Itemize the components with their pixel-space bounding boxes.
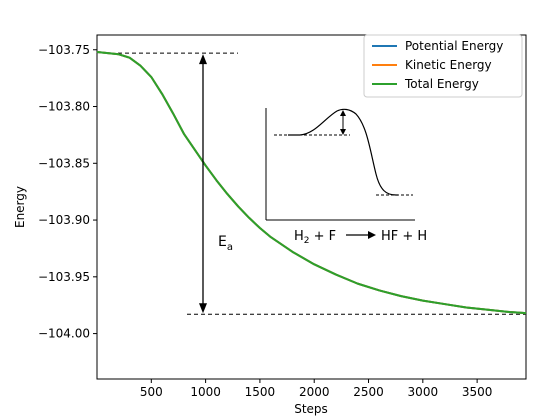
legend-label: Potential Energy [405,39,503,53]
activation-energy-arrow [199,54,207,314]
x-tick-label: 1500 [245,385,276,399]
x-axis-ticks: 500 1000 1500 2000 2500 3000 3500 [140,379,493,399]
x-axis-label: Steps [294,402,328,416]
x-tick-label: 2500 [353,385,384,399]
x-tick-label: 500 [140,385,163,399]
x-tick-label: 2000 [299,385,330,399]
y-axis-label: Energy [13,186,27,228]
inset-barrier-arrow [340,110,346,135]
legend-box [363,34,523,98]
legend: Potential Energy Kinetic Energy Total Ener… [363,34,523,98]
y-tick-label: −103.95 [38,270,90,284]
y-axis-ticks: −103.75 −103.80 −103.85 −103.90 −103.95 −104.… [38,43,97,341]
y-tick-label: −104.00 [38,327,90,341]
series-line-total-energy [96,51,527,315]
series-lines [96,51,527,315]
legend-label: Total Energy [404,77,479,91]
plot-frame [96,34,527,380]
y-tick-label: −103.80 [38,100,90,114]
activation-energy-label: Ea [218,234,233,253]
x-tick-label: 1000 [190,385,221,399]
reaction-arrow [346,231,376,239]
y-tick-label: −103.90 [38,213,90,227]
reaction-rhs: HF + H [381,229,427,244]
y-tick-label: −103.85 [38,156,90,170]
inset-energy-curve [288,108,398,196]
reaction-diagram-inset: H2 + F HF + H [265,108,427,246]
reaction-lhs: H2 + F [294,229,336,246]
x-tick-label: 3000 [408,385,439,399]
legend-label: Kinetic Energy [405,58,492,72]
y-tick-label: −103.75 [38,43,90,57]
x-tick-label: 3500 [462,385,493,399]
